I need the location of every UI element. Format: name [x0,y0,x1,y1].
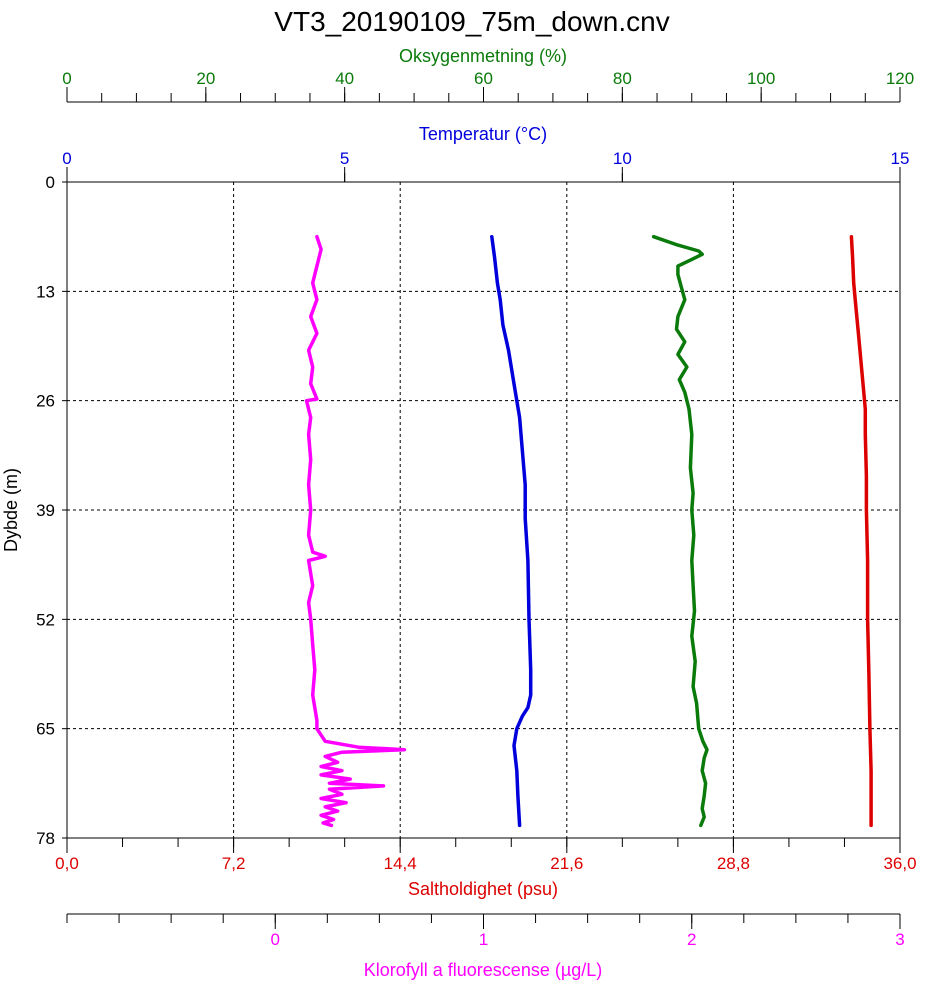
oxygen-tick-label: 80 [613,69,632,88]
chlorophyll-axis-title: Klorofyll a fluorescense (µg/L) [364,960,602,980]
depth-tick-label: 78 [36,829,55,848]
depth-tick-label: 26 [36,392,55,411]
chlorophyll-series-line [304,234,407,828]
depth-tick-label: 13 [36,282,55,301]
oxygen-tick-label: 40 [335,69,354,88]
salinity-tick-label: 36,0 [883,854,916,873]
oxygen-series-line [651,234,709,828]
temperature-tick-label: 10 [613,149,632,168]
temperature-series-line [490,234,533,828]
depth-tick-label: 39 [36,501,55,520]
temperature-tick-label: 5 [340,149,349,168]
temperature-tick-label: 0 [62,149,71,168]
oxygen-axis-title: Oksygenmetning (%) [399,46,567,66]
depth-tick-label: 52 [36,610,55,629]
oxygen-tick-label: 20 [196,69,215,88]
chlorophyll-tick-label: 3 [895,930,904,949]
salinity-tick-label: 7,2 [222,854,246,873]
oxygen-tick-label: 0 [62,69,71,88]
salinity-tick-label: 28,8 [717,854,750,873]
oxygen-tick-label: 120 [886,69,914,88]
oxygen-tick-label: 100 [747,69,775,88]
temperature-tick-label: 15 [891,149,910,168]
salinity-tick-label: 14,4 [384,854,417,873]
salinity-series-line [849,234,873,828]
oxygen-tick-label: 60 [474,69,493,88]
temperature-axis-title: Temperatur (°C) [419,124,547,144]
chlorophyll-tick-label: 1 [479,930,488,949]
salinity-tick-label: 0,0 [55,854,79,873]
chart-title: VT3_20190109_75m_down.cnv [274,6,669,37]
salinity-axis-title: Saltholdighet (psu) [408,879,558,899]
depth-tick-label: 0 [46,173,55,192]
depth-tick-label: 65 [36,720,55,739]
salinity-tick-label: 21,6 [550,854,583,873]
chlorophyll-tick-label: 2 [687,930,696,949]
chlorophyll-tick-label: 0 [271,930,280,949]
depth-axis-title: Dybde (m) [1,468,21,552]
grid-layer [67,182,900,838]
series-layer [304,234,873,828]
